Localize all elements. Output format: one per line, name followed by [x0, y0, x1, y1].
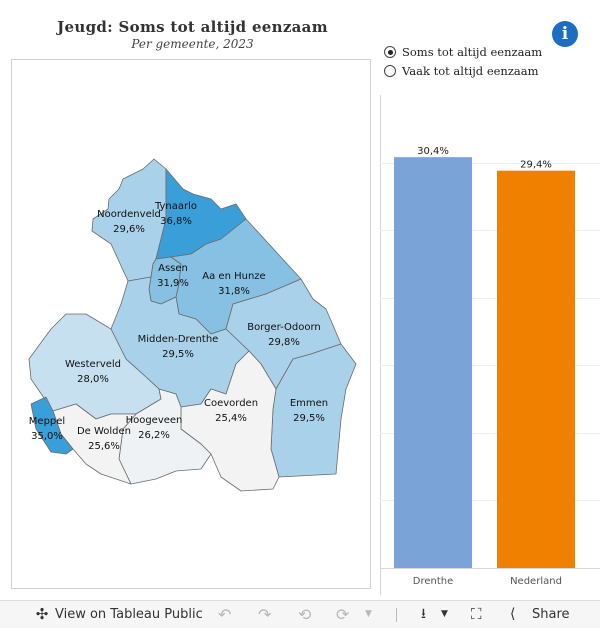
download-chevron-icon[interactable]: ▼	[441, 609, 448, 619]
x-tick-label-nederland: Nederland	[510, 576, 562, 587]
region-value-coevorden: 25,4%	[215, 413, 247, 424]
region-value-assen: 31,9%	[157, 278, 189, 289]
region-label-borger-odoorn: Borger-Odoorn	[247, 322, 321, 333]
x-tick-label-drenthe: Drenthe	[413, 576, 454, 587]
info-icon[interactable]: i	[552, 21, 578, 47]
bar-drenthe[interactable]	[394, 157, 472, 568]
region-label-coevorden: Coevorden	[204, 398, 258, 409]
region-value-hoogeveen: 26,2%	[138, 430, 170, 441]
toolbar-divider	[396, 608, 397, 622]
region-label-midden-drenthe: Midden-Drenthe	[138, 334, 219, 345]
region-label-tynaarlo: Tynaarlo	[154, 201, 197, 212]
region-label-assen: Assen	[158, 263, 188, 274]
region-label-meppel: Meppel	[29, 416, 65, 427]
revert-icon[interactable]: ⟲	[298, 605, 312, 624]
share-icon[interactable]: ⟨	[510, 606, 516, 622]
region-value-westerveld: 28,0%	[77, 374, 109, 385]
comparison-bar-chart: 30,4% Drenthe 29,4% Nederland	[380, 95, 600, 595]
page-title: Jeugd: Soms tot altijd eenzaam	[57, 18, 328, 36]
region-value-emmen: 29,5%	[293, 413, 325, 424]
region-label-de-wolden: De Wolden	[77, 426, 131, 437]
radio-selected-icon[interactable]	[384, 46, 396, 58]
region-value-midden-drenthe: 29,5%	[162, 349, 194, 360]
fullscreen-icon[interactable]: ⛶	[471, 605, 482, 623]
download-icon[interactable]: ⭳	[421, 606, 426, 622]
filter-option-soms[interactable]: Soms tot altijd eenzaam	[384, 44, 542, 60]
region-value-aa-en-hunze: 31,8%	[218, 286, 250, 297]
refresh-icon[interactable]: ⟳	[336, 605, 350, 624]
bar-value-label-nederland: 29,4%	[520, 160, 552, 171]
region-value-de-wolden: 25,6%	[88, 441, 120, 452]
page-subtitle: Per gemeente, 2023	[131, 37, 254, 51]
region-de-wolden[interactable]	[52, 403, 137, 485]
redo-icon[interactable]: ↷	[258, 605, 272, 624]
region-label-westerveld: Westerveld	[65, 359, 121, 370]
filter-option-label: Vaak tot altijd eenzaam	[402, 64, 539, 78]
region-label-hoogeveen: Hoogeveen	[126, 415, 183, 426]
tableau-logo-icon[interactable]: ✣	[35, 605, 49, 623]
tableau-toolbar: ✣ View on Tableau Public ↶ ↷ ⟲ ⟳ ▼ ⭳ ▼ ⛶…	[0, 600, 600, 628]
region-value-noordenveld: 29,6%	[113, 224, 145, 235]
region-label-noordenveld: Noordenveld	[97, 209, 161, 220]
filter-option-label: Soms tot altijd eenzaam	[402, 45, 543, 59]
chevron-down-icon[interactable]: ▼	[365, 609, 372, 619]
region-value-tynaarlo: 36,8%	[160, 216, 192, 227]
undo-icon[interactable]: ↶	[218, 605, 232, 624]
share-button[interactable]: Share	[532, 607, 570, 622]
bar-nederland[interactable]	[497, 170, 575, 568]
region-label-emmen: Emmen	[290, 398, 328, 409]
region-value-meppel: 35,0%	[31, 431, 63, 442]
region-label-aa-en-hunze: Aa en Hunze	[202, 271, 265, 282]
region-meppel[interactable]	[30, 396, 74, 455]
bar-value-label-drenthe: 30,4%	[417, 146, 449, 157]
radio-unselected-icon[interactable]	[384, 65, 396, 77]
view-on-tableau-public-link[interactable]: View on Tableau Public	[55, 607, 203, 622]
filter-option-vaak[interactable]: Vaak tot altijd eenzaam	[384, 63, 539, 79]
drenthe-choropleth-map: Noordenveld 29,6% Tynaarlo 36,8% Assen 31,9% A…	[11, 59, 371, 589]
region-value-borger-odoorn: 29,8%	[268, 337, 300, 348]
